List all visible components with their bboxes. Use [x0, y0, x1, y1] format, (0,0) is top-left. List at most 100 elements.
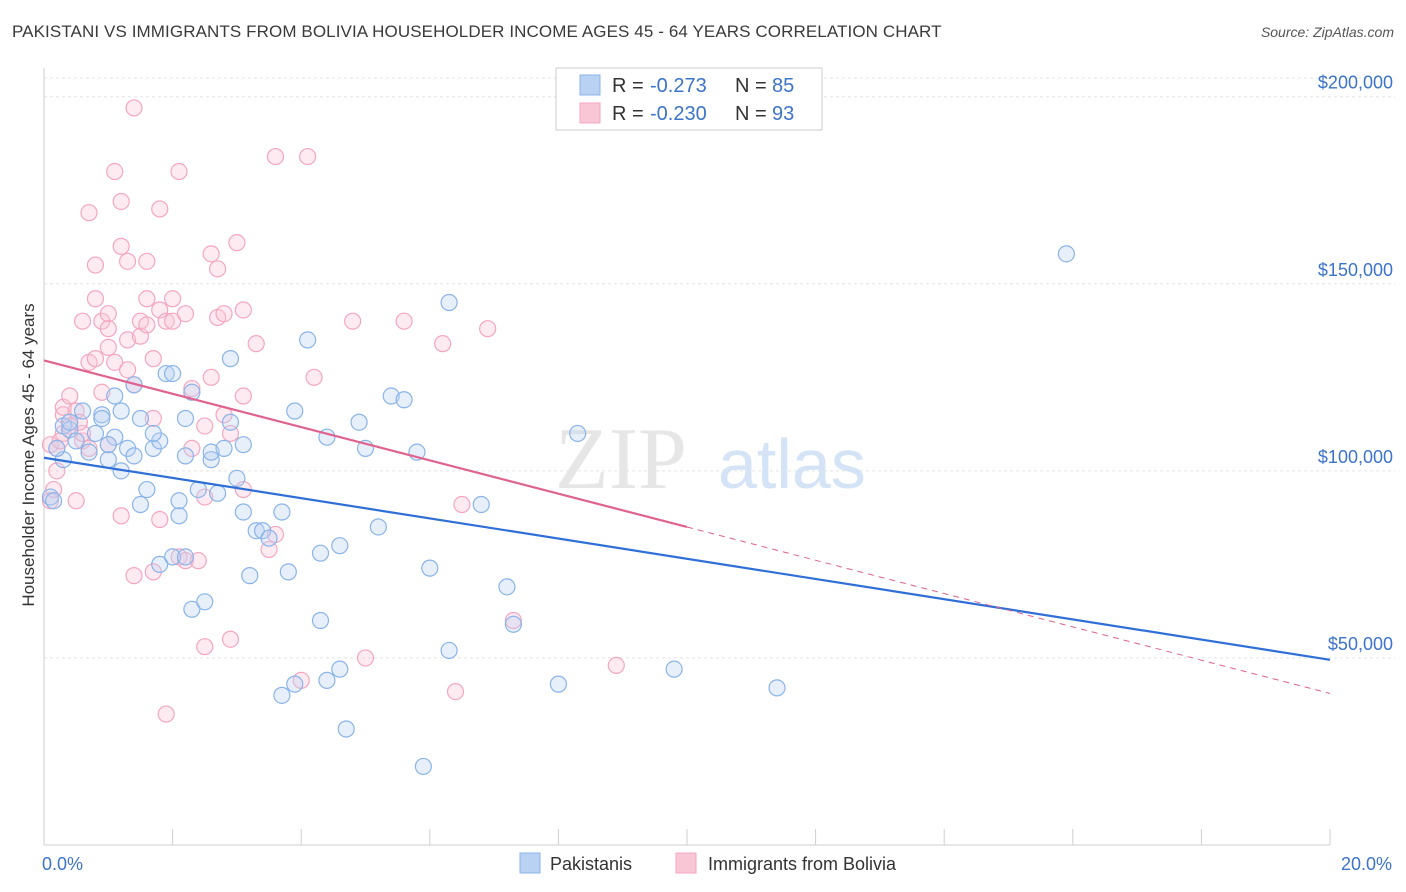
- watermark-zip: ZIP: [555, 411, 687, 508]
- bolivia-point-30: [112, 507, 130, 525]
- pakistanis-point-79: [768, 679, 786, 697]
- pakistanis-point-70: [421, 559, 439, 577]
- pakistanis-point-74: [498, 578, 516, 596]
- bolivia-point-36: [125, 567, 143, 585]
- legend-n-label-2: N =: [735, 103, 767, 125]
- bolivia-point-87: [479, 320, 497, 338]
- bolivia-point-40: [138, 252, 156, 270]
- bolivia-point-71: [234, 387, 252, 405]
- pakistanis-point-39: [215, 439, 233, 458]
- bolivia-point-57: [183, 379, 201, 398]
- legend-swatch-bolivia: [579, 102, 601, 124]
- bolivia-point-32: [118, 331, 137, 349]
- legend-swatch-pakistanis-bottom: [519, 852, 541, 874]
- pakistanis-point-25: [164, 364, 182, 383]
- pakistanis-point-32: [176, 447, 195, 465]
- pakistanis-point-65: [369, 518, 387, 536]
- bolivia-point-8: [61, 417, 79, 435]
- legend-label-pakistanis: Pakistanis: [550, 854, 632, 874]
- pakistanis-point-26: [151, 555, 169, 573]
- bolivia-point-83: [395, 312, 413, 330]
- bolivia-point-78: [305, 368, 323, 386]
- legend-label-bolivia: Immigrants from Bolivia: [708, 854, 897, 874]
- bolivia-point-79: [299, 147, 317, 166]
- pakistanis-point-30: [176, 409, 195, 428]
- pakistanis-point-77: [569, 424, 587, 443]
- chart-source: Source: ZipAtlas.com: [1260, 24, 1394, 40]
- trend-line-pakistanis: [43, 456, 1331, 661]
- pakistanis-point-14: [106, 387, 124, 405]
- pakistanis-point-12: [99, 436, 117, 454]
- pakistanis-point-53: [273, 686, 291, 704]
- bolivia-point-85: [446, 682, 465, 701]
- pakistanis-point-57: [311, 611, 330, 630]
- bolivia-point-27: [106, 353, 124, 371]
- bolivia-point-50: [164, 290, 182, 308]
- legend-n-value-1: 85: [772, 75, 794, 97]
- bolivia-point-24: [99, 338, 117, 356]
- pakistanis-point-47: [247, 522, 265, 540]
- bolivia-point-64: [209, 260, 227, 278]
- bolivia-point-23: [99, 320, 117, 338]
- bolivia-point-41: [138, 316, 156, 334]
- pakistanis-point-15: [112, 402, 130, 420]
- bolivia-point-26: [106, 162, 124, 181]
- bolivia-point-61: [196, 417, 214, 435]
- pakistanis-point-50: [273, 503, 291, 521]
- bolivia-point-59: [196, 638, 214, 656]
- pakistanis-point-73: [472, 495, 490, 514]
- y-tick-label-1: $100,000: [1318, 447, 1393, 467]
- y-tick-label-3: $200,000: [1318, 73, 1393, 93]
- pakistanis-point-76: [549, 675, 568, 693]
- bolivia-point-54: [176, 552, 195, 570]
- pakistanis-point-19: [131, 409, 150, 428]
- legend-swatch-bolivia-bottom: [675, 852, 697, 874]
- pakistanis-point-28: [170, 507, 188, 525]
- bolivia-point-58: [189, 552, 207, 570]
- pakistanis-point-60: [331, 537, 349, 555]
- bolivia-point-48: [157, 705, 175, 723]
- pakistanis-point-83: [144, 424, 162, 443]
- bolivia-point-55: [176, 305, 195, 323]
- bolivia-point-20: [93, 383, 111, 401]
- bolivia-point-39: [138, 290, 156, 308]
- bolivia-point-22: [99, 305, 117, 323]
- bolivia-point-19: [86, 350, 105, 368]
- pakistanis-point-80: [1057, 245, 1075, 263]
- pakistanis-point-62: [337, 720, 355, 738]
- bolivia-point-18: [86, 256, 105, 274]
- pakistanis-point-6: [80, 443, 98, 461]
- pakistanis-point-69: [414, 757, 432, 776]
- bolivia-point-51: [164, 312, 182, 330]
- pakistanis-point-72: [440, 641, 458, 660]
- trend-lines: [43, 359, 1331, 694]
- bolivia-point-28: [112, 192, 130, 211]
- bolivia-point-29: [112, 237, 130, 255]
- series-bolivia-points: [41, 99, 625, 723]
- pakistanis-point-33: [183, 383, 201, 401]
- pakistanis-point-31: [176, 548, 195, 566]
- pakistanis-point-10: [99, 451, 117, 469]
- legend-r-label-2: R =: [612, 103, 644, 125]
- pakistanis-point-8: [93, 406, 111, 424]
- bolivia-point-47: [151, 510, 169, 529]
- y-tick-label-0: $50,000: [1328, 634, 1393, 654]
- bolivia-point-49: [157, 312, 175, 330]
- pakistanis-point-67: [395, 391, 413, 409]
- pakistanis-point-21: [138, 480, 156, 499]
- pakistanis-point-44: [234, 436, 252, 454]
- legend-r-value-1: -0.273: [650, 75, 707, 97]
- pakistanis-point-75: [504, 615, 522, 633]
- pakistanis-point-35: [196, 593, 214, 611]
- bolivia-point-42: [144, 350, 162, 368]
- bolivia-point-73: [234, 301, 252, 319]
- pakistanis-point-40: [209, 484, 227, 502]
- pakistanis-point-78: [665, 660, 683, 678]
- bolivia-point-66: [215, 305, 233, 323]
- bolivia-point-63: [202, 245, 220, 263]
- legend-r-value-2: -0.230: [650, 103, 707, 125]
- pakistanis-point-66: [382, 387, 400, 405]
- pakistanis-point-55: [299, 331, 317, 349]
- pakistanis-point-84: [45, 492, 63, 510]
